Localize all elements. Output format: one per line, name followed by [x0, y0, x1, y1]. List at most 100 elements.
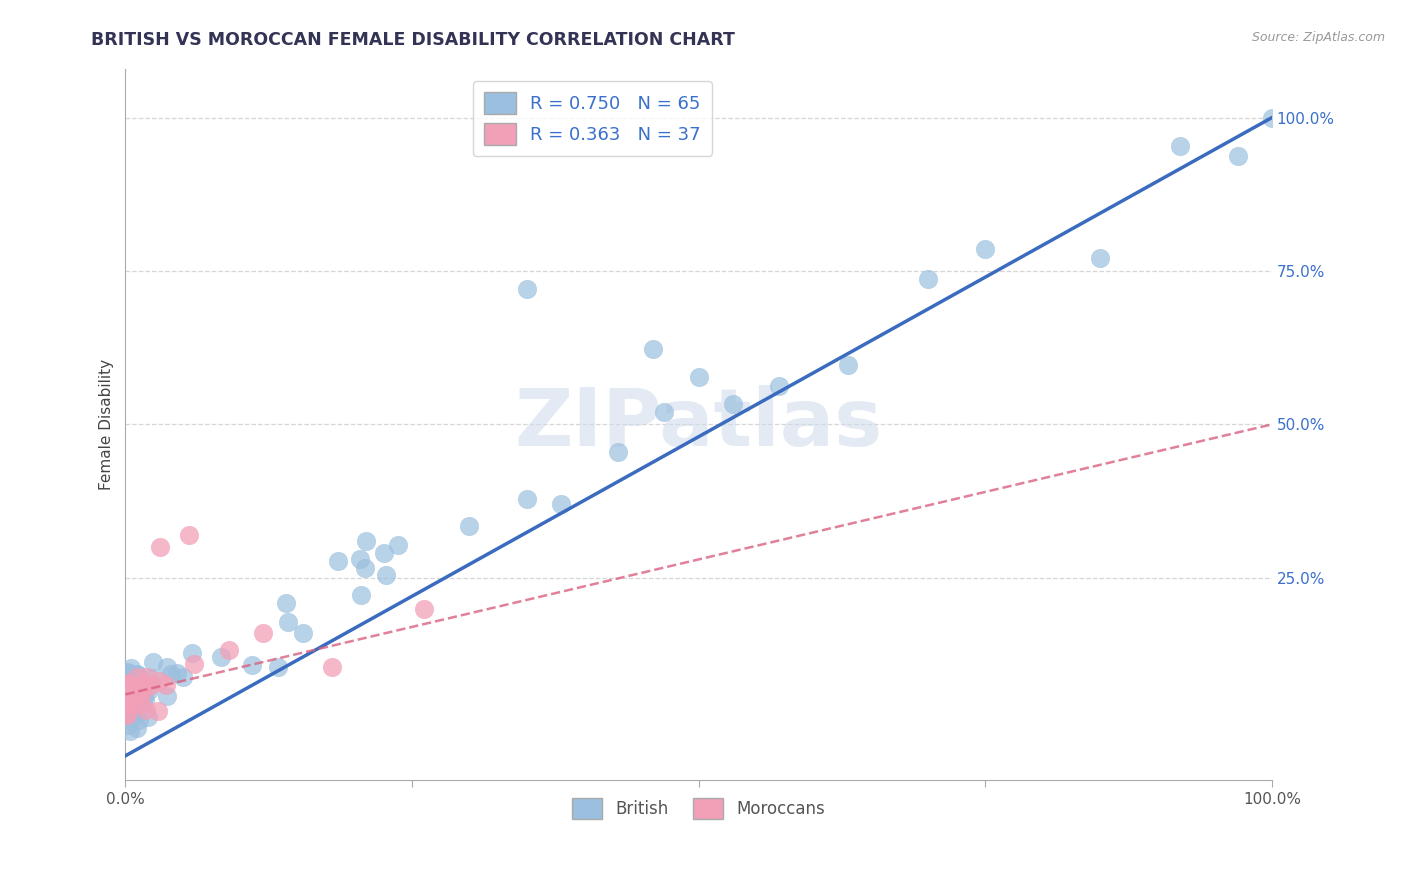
Point: [156, 689, 179, 703]
Text: ZIPatlas: ZIPatlas: [515, 385, 883, 464]
Point: [125, 688, 148, 702]
Point: [115, 706, 138, 721]
Point: [516, 492, 538, 507]
Y-axis label: Female Disability: Female Disability: [100, 359, 114, 490]
Point: [125, 691, 148, 706]
Point: [1261, 111, 1284, 125]
Point: [607, 445, 630, 459]
Point: [974, 242, 997, 256]
Point: [127, 666, 149, 681]
Point: [356, 533, 378, 548]
Point: [139, 678, 162, 692]
Point: [146, 704, 169, 718]
Legend: British, Moroccans: British, Moroccans: [565, 792, 832, 825]
Point: [125, 689, 148, 703]
Point: [160, 666, 183, 681]
Point: [129, 687, 152, 701]
Point: [148, 674, 170, 689]
Point: [122, 697, 145, 711]
Point: [141, 671, 163, 685]
Point: [134, 681, 156, 695]
Point: [350, 588, 373, 602]
Point: [516, 282, 538, 296]
Point: [120, 661, 142, 675]
Point: [641, 342, 664, 356]
Point: [128, 684, 150, 698]
Point: [118, 724, 141, 739]
Point: [252, 625, 274, 640]
Point: [115, 690, 138, 705]
Point: [120, 701, 142, 715]
Point: [118, 687, 141, 701]
Point: [127, 721, 149, 735]
Point: [125, 678, 148, 692]
Point: [115, 694, 138, 708]
Point: [118, 665, 141, 680]
Point: [120, 686, 142, 700]
Point: [387, 539, 409, 553]
Point: [136, 709, 159, 723]
Point: [115, 682, 138, 697]
Point: [1168, 139, 1191, 153]
Point: [115, 712, 138, 726]
Point: [458, 519, 481, 533]
Point: [127, 668, 149, 682]
Point: [115, 678, 138, 692]
Point: [183, 657, 205, 672]
Text: BRITISH VS MOROCCAN FEMALE DISABILITY CORRELATION CHART: BRITISH VS MOROCCAN FEMALE DISABILITY CO…: [91, 31, 735, 49]
Text: Source: ZipAtlas.com: Source: ZipAtlas.com: [1251, 31, 1385, 45]
Point: [115, 697, 138, 711]
Point: [120, 679, 142, 693]
Point: [115, 691, 138, 706]
Point: [721, 397, 744, 411]
Point: [209, 649, 232, 664]
Point: [240, 657, 263, 672]
Point: [688, 370, 710, 384]
Point: [115, 669, 138, 683]
Point: [115, 685, 138, 699]
Point: [274, 596, 297, 610]
Point: [121, 698, 143, 712]
Point: [142, 655, 165, 669]
Point: [122, 709, 145, 723]
Point: [117, 718, 139, 732]
Point: [122, 706, 145, 721]
Point: [412, 602, 434, 616]
Point: [136, 669, 159, 683]
Point: [349, 552, 371, 566]
Point: [917, 271, 939, 285]
Point: [127, 670, 149, 684]
Point: [134, 690, 156, 704]
Point: [267, 659, 290, 673]
Point: [138, 682, 160, 697]
Point: [124, 678, 146, 692]
Point: [131, 677, 153, 691]
Point: [218, 643, 240, 657]
Point: [155, 678, 177, 692]
Point: [118, 697, 141, 711]
Point: [129, 682, 152, 697]
Point: [652, 405, 675, 419]
Point: [375, 568, 398, 582]
Point: [134, 693, 156, 707]
Point: [156, 660, 179, 674]
Point: [118, 692, 141, 706]
Point: [837, 358, 859, 372]
Point: [117, 678, 139, 692]
Point: [129, 697, 152, 711]
Point: [277, 615, 299, 630]
Point: [125, 699, 148, 714]
Point: [149, 540, 172, 554]
Point: [321, 659, 343, 673]
Point: [117, 675, 139, 690]
Point: [115, 708, 138, 723]
Point: [124, 686, 146, 700]
Point: [291, 626, 314, 640]
Point: [172, 670, 194, 684]
Point: [115, 680, 138, 694]
Point: [354, 561, 377, 575]
Point: [121, 680, 143, 694]
Point: [550, 497, 572, 511]
Point: [1226, 149, 1249, 163]
Point: [115, 698, 138, 712]
